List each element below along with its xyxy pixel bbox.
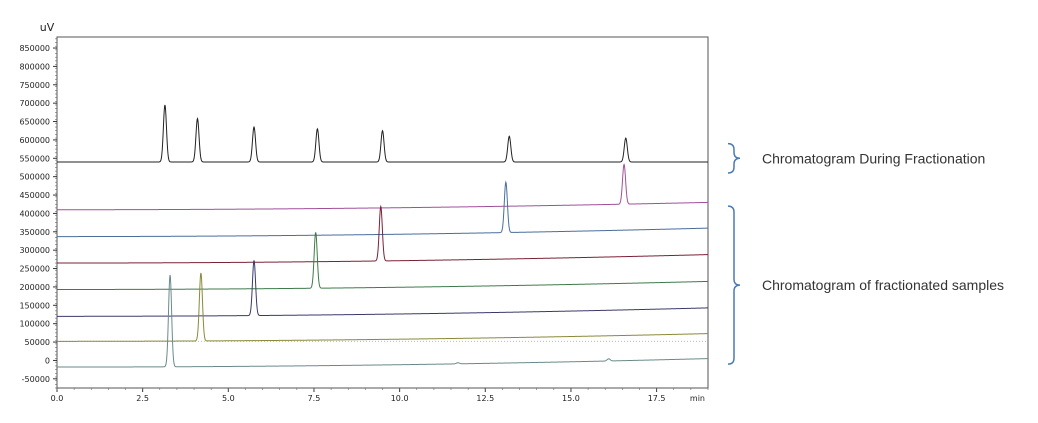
y-tick-label: 100000 <box>19 320 50 329</box>
annotation-brace <box>727 205 741 365</box>
y-tick-label: 650000 <box>19 118 50 127</box>
y-tick-label: 400000 <box>19 209 50 218</box>
y-tick-label: 150000 <box>19 301 50 310</box>
y-tick-label: 500000 <box>19 173 50 182</box>
x-tick-label: 5.0 <box>222 394 235 403</box>
y-tick-label: 600000 <box>19 136 50 145</box>
y-tick-label: 350000 <box>19 228 50 237</box>
x-tick-label: 2.5 <box>136 394 149 403</box>
x-tick-label: 12.5 <box>476 394 494 403</box>
annotation-brace <box>727 142 741 174</box>
y-tick-label: 750000 <box>19 81 50 90</box>
y-tick-label: -50000 <box>22 375 50 384</box>
series-trace-1 <box>57 104 708 163</box>
series-trace-6 <box>57 260 709 317</box>
y-tick-label: 850000 <box>19 44 50 53</box>
annotation-label: Chromatogram During Fractionation <box>762 150 985 166</box>
y-tick-label: 300000 <box>19 246 50 255</box>
series-trace-4 <box>57 204 709 264</box>
y-tick-label: 50000 <box>25 338 50 347</box>
x-tick-label: 7.5 <box>308 394 321 403</box>
series-trace-8 <box>57 274 709 368</box>
y-tick-label: 800000 <box>19 62 50 71</box>
x-tick-label: 10.0 <box>391 394 409 403</box>
series-trace-2 <box>57 162 709 211</box>
series-trace-5 <box>57 232 709 290</box>
x-tick-label: 15.0 <box>562 394 580 403</box>
y-tick-label: 0 <box>45 356 50 365</box>
y-tick-label: 450000 <box>19 191 50 200</box>
annotation-label: Chromatogram of fractionated samples <box>762 277 1004 293</box>
y-axis-unit: uV <box>40 21 55 34</box>
x-tick-label: 17.5 <box>648 394 666 403</box>
series-trace-7 <box>57 272 709 342</box>
x-axis-unit: min <box>690 394 705 403</box>
y-tick-label: 200000 <box>19 283 50 292</box>
y-tick-label: 700000 <box>19 99 50 108</box>
y-tick-label: 250000 <box>19 265 50 274</box>
y-tick-label: 550000 <box>19 154 50 163</box>
x-tick-label: 0.0 <box>51 394 64 403</box>
